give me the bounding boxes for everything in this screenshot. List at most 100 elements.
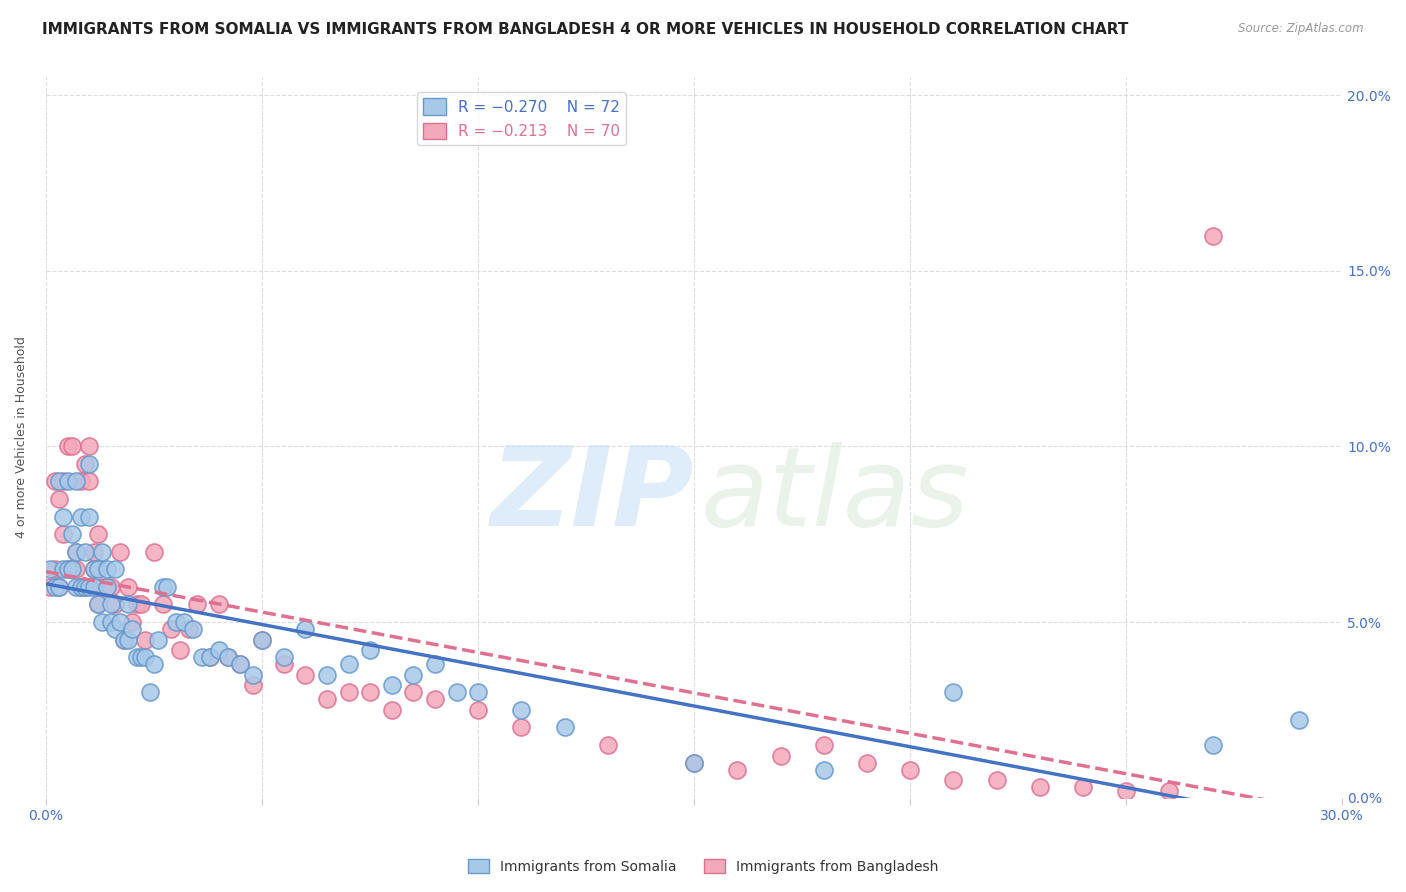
Point xyxy=(77,475,100,489)
Point xyxy=(208,643,231,657)
Point xyxy=(117,598,139,612)
Point xyxy=(986,773,1008,788)
Point xyxy=(60,562,83,576)
Point xyxy=(39,580,62,594)
Point xyxy=(337,685,360,699)
Point xyxy=(96,580,118,594)
Point xyxy=(77,457,100,471)
Point xyxy=(250,632,273,647)
Point xyxy=(77,580,100,594)
Point xyxy=(134,632,156,647)
Point xyxy=(87,527,110,541)
Point xyxy=(125,598,148,612)
Point xyxy=(165,615,187,629)
Point xyxy=(83,580,105,594)
Point xyxy=(121,615,143,629)
Point xyxy=(100,615,122,629)
Point xyxy=(117,632,139,647)
Point xyxy=(73,545,96,559)
Point xyxy=(359,643,381,657)
Point xyxy=(96,580,118,594)
Point xyxy=(69,475,91,489)
Point xyxy=(423,692,446,706)
Point xyxy=(250,632,273,647)
Point xyxy=(510,703,533,717)
Point xyxy=(942,773,965,788)
Point xyxy=(91,580,114,594)
Point xyxy=(77,439,100,453)
Point xyxy=(60,562,83,576)
Point xyxy=(65,545,87,559)
Point xyxy=(381,678,404,692)
Point xyxy=(48,491,70,506)
Point xyxy=(1159,783,1181,797)
Point xyxy=(229,657,252,672)
Point xyxy=(160,622,183,636)
Point xyxy=(96,562,118,576)
Point xyxy=(44,562,66,576)
Point xyxy=(48,580,70,594)
Point xyxy=(898,763,921,777)
Point xyxy=(316,667,339,681)
Point xyxy=(1201,228,1223,243)
Point xyxy=(112,632,135,647)
Point xyxy=(242,667,264,681)
Point xyxy=(91,615,114,629)
Text: atlas: atlas xyxy=(700,442,969,549)
Point xyxy=(1201,738,1223,752)
Point xyxy=(152,598,174,612)
Point xyxy=(87,598,110,612)
Point xyxy=(813,738,835,752)
Point xyxy=(56,475,79,489)
Point xyxy=(56,562,79,576)
Point xyxy=(273,650,295,665)
Point xyxy=(190,650,212,665)
Point xyxy=(65,562,87,576)
Point xyxy=(56,439,79,453)
Point xyxy=(77,509,100,524)
Point xyxy=(467,685,489,699)
Point xyxy=(65,580,87,594)
Point xyxy=(73,457,96,471)
Point xyxy=(1288,714,1310,728)
Point xyxy=(423,657,446,672)
Legend: Immigrants from Somalia, Immigrants from Bangladesh: Immigrants from Somalia, Immigrants from… xyxy=(461,852,945,880)
Point xyxy=(87,598,110,612)
Point xyxy=(381,703,404,717)
Point xyxy=(337,657,360,672)
Point xyxy=(60,527,83,541)
Point xyxy=(177,622,200,636)
Text: ZIP: ZIP xyxy=(491,442,695,549)
Point xyxy=(69,580,91,594)
Point xyxy=(1029,780,1052,794)
Point xyxy=(156,580,179,594)
Point xyxy=(242,678,264,692)
Point xyxy=(44,580,66,594)
Y-axis label: 4 or more Vehicles in Household: 4 or more Vehicles in Household xyxy=(15,336,28,539)
Point xyxy=(83,545,105,559)
Point xyxy=(1071,780,1094,794)
Point xyxy=(148,632,170,647)
Point xyxy=(56,562,79,576)
Point xyxy=(87,562,110,576)
Point xyxy=(683,756,706,770)
Point xyxy=(725,763,748,777)
Point xyxy=(52,509,75,524)
Point xyxy=(134,650,156,665)
Point xyxy=(942,685,965,699)
Point xyxy=(48,580,70,594)
Point xyxy=(181,622,204,636)
Point xyxy=(683,756,706,770)
Point xyxy=(217,650,239,665)
Point xyxy=(100,598,122,612)
Point xyxy=(83,562,105,576)
Point xyxy=(73,580,96,594)
Point xyxy=(294,667,316,681)
Point xyxy=(52,475,75,489)
Point xyxy=(467,703,489,717)
Point xyxy=(217,650,239,665)
Text: IMMIGRANTS FROM SOMALIA VS IMMIGRANTS FROM BANGLADESH 4 OR MORE VEHICLES IN HOUS: IMMIGRANTS FROM SOMALIA VS IMMIGRANTS FR… xyxy=(42,22,1129,37)
Point xyxy=(316,692,339,706)
Point xyxy=(129,650,152,665)
Point xyxy=(446,685,468,699)
